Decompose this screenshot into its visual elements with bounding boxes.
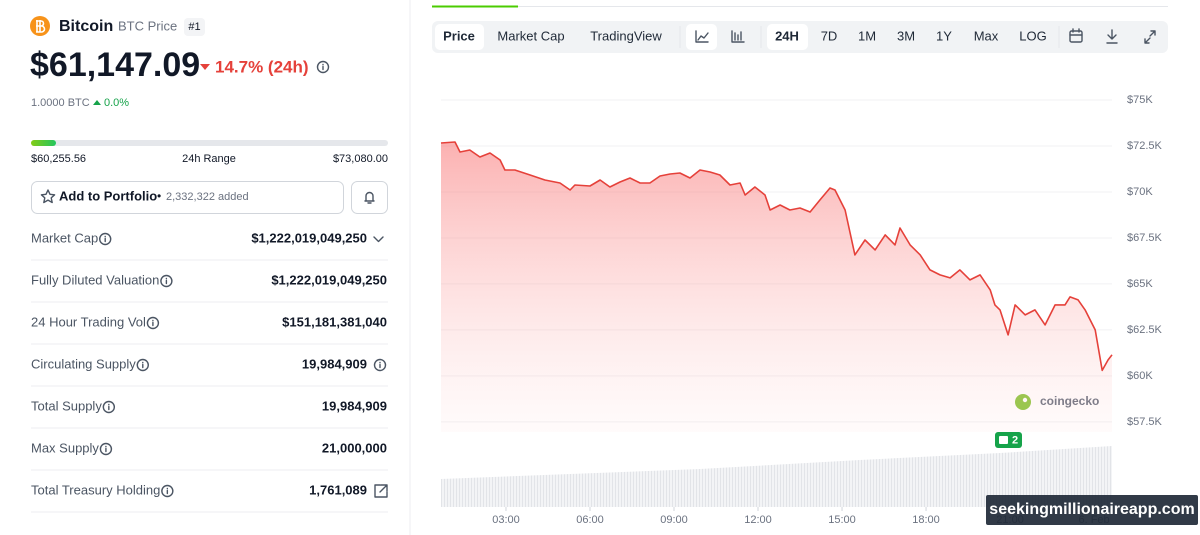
add-portfolio-button[interactable] — [31, 181, 344, 214]
price: $61,147.09 — [30, 46, 200, 84]
coin-name: Bitcoin — [59, 18, 113, 35]
stat-value: 19,984,909 — [322, 398, 387, 413]
info-icon[interactable] — [99, 232, 112, 246]
range-button[interactable]: 7D — [821, 28, 838, 43]
stat-label: Market Cap — [31, 230, 98, 245]
volume-bars — [441, 446, 1112, 507]
btc-amount: 1.0000 BTC — [31, 97, 90, 109]
info-icon[interactable] — [136, 358, 149, 372]
download-button[interactable] — [1106, 29, 1118, 44]
portfolio-separator: • — [157, 189, 161, 203]
site-watermark: seekingmillionaireapp.com — [989, 501, 1194, 518]
candle-chart-button[interactable] — [731, 30, 745, 43]
x-tick-label: 18:00 — [912, 514, 940, 526]
y-tick-label: $75K — [1127, 94, 1153, 106]
star-icon — [40, 189, 56, 204]
stat-label: 24 Hour Trading Vol — [31, 314, 146, 329]
stat-value: $1,222,019,049,250 — [271, 272, 387, 287]
rank-badge — [184, 18, 205, 36]
range-button[interactable]: LOG — [1019, 28, 1046, 43]
range-low: $60,255.56 — [31, 153, 86, 165]
price-area — [441, 142, 1112, 432]
alert-button[interactable] — [351, 181, 388, 214]
fullscreen-button[interactable] — [1144, 30, 1156, 44]
chart-tab[interactable]: TradingView — [590, 28, 662, 43]
up-arrow — [93, 100, 101, 105]
range-bar — [31, 140, 388, 146]
range-button[interactable]: Max — [974, 28, 999, 43]
info-icon[interactable] — [99, 442, 113, 456]
info-icon[interactable] — [160, 274, 173, 288]
y-tick-label: $65K — [1127, 278, 1153, 290]
info-icon[interactable] — [146, 316, 160, 330]
range-button[interactable]: 24H — [775, 28, 799, 43]
stat-label: Max Supply — [31, 440, 99, 455]
range-high: $73,080.00 — [333, 153, 388, 165]
portfolio-added: 2,332,322 added — [166, 191, 249, 203]
stat-value: $1,222,019,049,250 — [251, 230, 367, 245]
range-button[interactable]: 1M — [858, 28, 876, 43]
coin-subtitle: BTC Price — [118, 18, 177, 33]
y-tick-label: $70K — [1127, 186, 1153, 198]
rank: #1 — [188, 21, 200, 33]
line-chart-button[interactable] — [695, 30, 709, 43]
coin-logo-mark — [36, 20, 46, 33]
y-tick-label: $57.5K — [1127, 416, 1163, 428]
range-button[interactable]: 1Y — [936, 28, 952, 43]
x-tick-label: 15:00 — [828, 514, 856, 526]
info-icon[interactable] — [102, 400, 116, 414]
price-change: 14.7% (24h) — [215, 57, 309, 76]
event-count: 2 — [1012, 434, 1018, 446]
down-arrow — [200, 64, 210, 70]
stat-label: Circulating Supply — [31, 356, 136, 371]
x-tick-label: 09:00 — [660, 514, 688, 526]
x-tick-label: 12:00 — [744, 514, 772, 526]
range-fill — [31, 140, 56, 146]
x-tick-label: 06:00 — [576, 514, 604, 526]
active-tab — [435, 24, 484, 50]
info-icon[interactable] — [161, 484, 174, 498]
stat-value: 19,984,909 — [302, 356, 367, 371]
calendar-button[interactable] — [1069, 28, 1083, 43]
site-watermark-box — [986, 495, 1198, 525]
active-range — [767, 24, 808, 50]
expand-icon[interactable] — [373, 236, 384, 243]
info-icon[interactable] — [316, 60, 330, 74]
stat-value: 21,000,000 — [322, 440, 387, 455]
chart-tab[interactable]: Market Cap — [497, 28, 564, 43]
y-tick-label: $67.5K — [1127, 232, 1163, 244]
stat-value: $151,181,381,040 — [282, 314, 387, 329]
stat-label: Fully Diluted Valuation — [31, 272, 159, 287]
portfolio-button-text: Add to Portfolio — [59, 188, 157, 203]
y-tick-label: $60K — [1127, 370, 1153, 382]
info-icon[interactable] — [373, 358, 387, 372]
range-button[interactable]: 3M — [897, 28, 915, 43]
bell-icon — [364, 191, 375, 204]
stat-label: Total Supply — [31, 398, 102, 413]
price-line — [440, 141, 1113, 372]
btc-change: 0.0% — [104, 97, 129, 109]
external-link-icon[interactable] — [374, 484, 388, 498]
stat-value: 1,761,089 — [309, 482, 367, 497]
y-tick-label: $62.5K — [1127, 324, 1163, 336]
chart-tab[interactable]: Price — [443, 28, 475, 43]
x-tick-label: 03:00 — [492, 514, 520, 526]
stat-label: Total Treasury Holding — [31, 482, 160, 497]
range-label: 24h Range — [182, 153, 236, 165]
y-tick-label: $72.5K — [1127, 140, 1163, 152]
